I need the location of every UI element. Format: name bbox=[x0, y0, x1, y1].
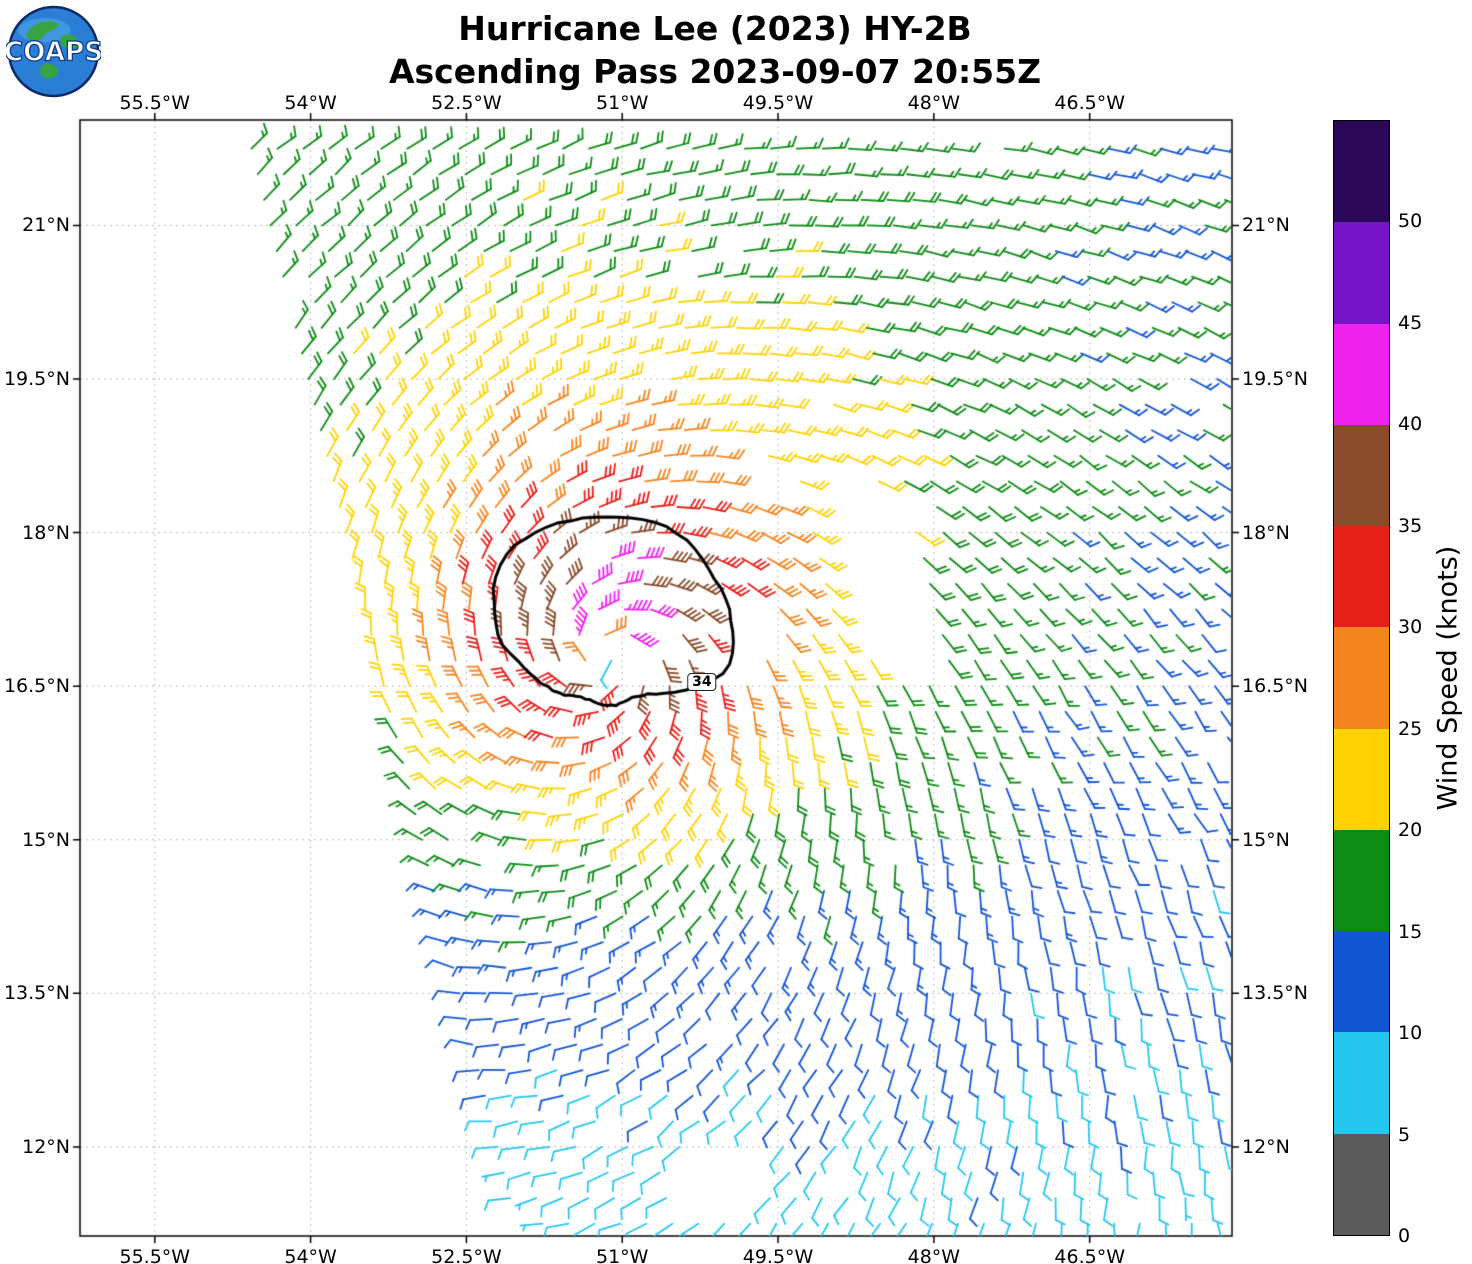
colorbar-segment bbox=[1334, 627, 1389, 729]
colorbar-tick-label: 5 bbox=[1398, 1123, 1411, 1146]
y-tick-label-right: 12°N bbox=[1242, 1135, 1290, 1158]
colorbar-tick-label: 30 bbox=[1398, 616, 1423, 639]
colorbar-segment bbox=[1334, 829, 1389, 932]
colorbar-segment bbox=[1334, 222, 1389, 324]
y-tick-label-right: 19.5°N bbox=[1242, 368, 1309, 391]
contour-34kt-label: 34 bbox=[687, 673, 717, 692]
y-tick-label-right: 15°N bbox=[1242, 828, 1290, 851]
colorbar-segment bbox=[1334, 424, 1389, 527]
colorbar-tick-label: 35 bbox=[1398, 514, 1423, 537]
colorbar-segment bbox=[1334, 323, 1389, 425]
x-tick-label-bottom: 55.5°W bbox=[119, 1246, 191, 1264]
x-tick-label-bottom: 52.5°W bbox=[431, 1246, 502, 1264]
colorbar-tick-label: 45 bbox=[1398, 311, 1423, 334]
x-tick-label-bottom: 49.5°W bbox=[742, 1246, 814, 1264]
colorbar-axis-label: Wind Speed (knots) bbox=[1432, 545, 1464, 811]
x-tick-label-top: 48°W bbox=[907, 92, 961, 114]
x-tick-label-top: 51°W bbox=[596, 92, 649, 114]
colorbar-segment bbox=[1334, 121, 1389, 223]
y-tick-label-left: 18°N bbox=[22, 521, 70, 544]
colorbar-segment bbox=[1334, 1133, 1389, 1235]
y-tick-label-left: 15°N bbox=[22, 828, 70, 851]
x-tick-label-top: 54°W bbox=[284, 92, 337, 114]
x-tick-label-top: 49.5°W bbox=[742, 92, 814, 114]
colorbar-segment bbox=[1334, 526, 1389, 628]
y-tick-label-right: 18°N bbox=[1242, 521, 1290, 544]
x-tick-label-bottom: 51°W bbox=[596, 1246, 649, 1264]
x-tick-label-top: 46.5°W bbox=[1054, 92, 1125, 114]
y-tick-label-right: 21°N bbox=[1242, 214, 1290, 237]
colorbar-tick-label: 25 bbox=[1398, 717, 1423, 740]
y-tick-label-right: 16.5°N bbox=[1242, 675, 1309, 698]
colorbar-tick-label: 10 bbox=[1398, 1022, 1423, 1045]
y-tick-label-left: 21°N bbox=[22, 214, 70, 237]
y-tick-label-left: 19.5°N bbox=[3, 368, 70, 391]
colorbar-segment bbox=[1334, 1032, 1389, 1134]
x-tick-label-bottom: 48°W bbox=[907, 1246, 961, 1264]
colorbar-tick-label: 0 bbox=[1398, 1225, 1411, 1247]
colorbar-tick-label: 50 bbox=[1398, 210, 1423, 233]
y-tick-label-left: 12°N bbox=[22, 1135, 70, 1158]
colorbar-tick-label: 15 bbox=[1398, 920, 1423, 943]
x-tick-label-bottom: 46.5°W bbox=[1054, 1246, 1125, 1264]
x-tick-label-bottom: 54°W bbox=[284, 1246, 337, 1264]
colorbar-tick-label: 40 bbox=[1398, 413, 1423, 436]
colorbar bbox=[1333, 120, 1390, 1236]
y-tick-label-left: 13.5°N bbox=[3, 982, 70, 1005]
colorbar-segment bbox=[1334, 931, 1389, 1033]
x-tick-label-top: 55.5°W bbox=[119, 92, 191, 114]
y-tick-label-left: 16.5°N bbox=[3, 675, 70, 698]
y-tick-label-right: 13.5°N bbox=[1242, 982, 1309, 1005]
x-tick-label-top: 52.5°W bbox=[431, 92, 502, 114]
colorbar-tick-label: 20 bbox=[1398, 819, 1423, 842]
colorbar-segment bbox=[1334, 728, 1389, 830]
